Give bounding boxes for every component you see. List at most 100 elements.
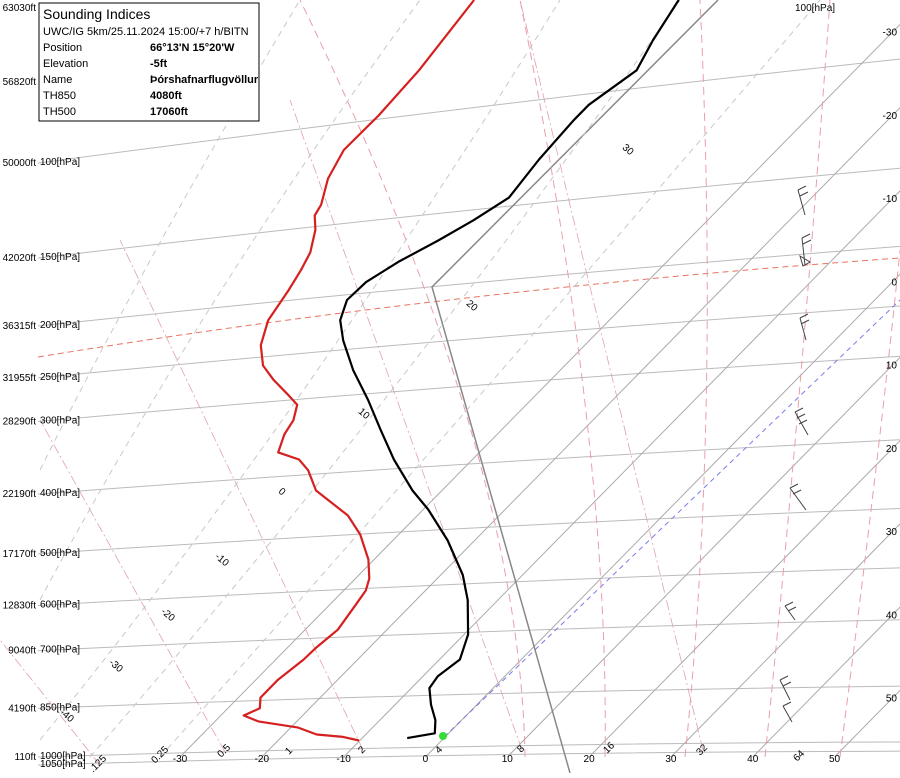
x-tick-label: -10 [883, 194, 898, 205]
isobar [37, 167, 900, 259]
info-value: 66°13'N 15°20'W [150, 42, 235, 54]
isobar-label: 300[hPa] [40, 416, 80, 427]
adiabat-label: 0 [276, 486, 288, 498]
x-tick-label: -20 [883, 111, 898, 122]
x-tick-label: 40 [747, 754, 759, 765]
isobar-label: 150[hPa] [40, 252, 80, 263]
grid [37, 23, 900, 766]
isobar-label: 100[hPa] [40, 157, 80, 168]
isobar-label: 1050[hPa] [40, 759, 86, 770]
y-tick-label: 28290ft [3, 417, 37, 428]
info-label: TH500 [43, 106, 76, 118]
y-tick-label: 4190ft [8, 703, 36, 714]
info-subtitle: UWC/IG 5km/25.11.2024 15:00/+7 h/BITN [43, 26, 249, 38]
info-label: Elevation [43, 58, 88, 70]
x-tick-label: 30 [886, 527, 898, 538]
isobar-label: 200[hPa] [40, 320, 80, 331]
x-tick-label: 20 [584, 754, 596, 765]
info-box: Sounding Indices UWC/IG 5km/25.11.2024 1… [38, 2, 260, 122]
isobar [37, 507, 900, 555]
x-tick-label: -10 [336, 754, 351, 765]
mixing-ratio-label: 2 [356, 744, 368, 756]
x-tick-label: 10 [502, 754, 514, 765]
profile-line [339, 0, 680, 740]
surface-point [439, 732, 447, 740]
reference-line [443, 299, 900, 738]
y-tick-label: 12830ft [3, 601, 37, 612]
isotherm [506, 356, 900, 758]
mixing-ratio-label: 0.5 [215, 742, 233, 760]
x-tick-label: 20 [886, 444, 898, 455]
info-value: 17060ft [150, 106, 188, 118]
info-label: Position [43, 42, 82, 54]
curves [242, 0, 680, 742]
isobar-label: 600[hPa] [40, 600, 80, 611]
isobar-label: 1000[hPa] [40, 751, 86, 762]
info-frame [38, 2, 260, 122]
x-tick-label: 40 [886, 610, 898, 621]
x-tick-label: 0 [891, 277, 897, 288]
adiabat-label: 20 [464, 298, 480, 314]
isobar-label: 100[hPa] [795, 3, 835, 14]
y-tick-label: 56820ft [3, 77, 37, 88]
isotherm [425, 273, 900, 758]
adiabat-label: -10 [213, 551, 231, 569]
info-title: Sounding Indices [43, 6, 150, 22]
x-tick-label: 10 [886, 361, 898, 372]
info-label: Name [43, 74, 72, 86]
isotherm [670, 523, 900, 758]
adiabat-label: 30 [620, 142, 636, 158]
isotherm [588, 440, 900, 758]
x-tick-label: 50 [886, 694, 898, 705]
x-tick-label: 50 [829, 754, 841, 765]
mixing-ratio-label: 32 [694, 742, 710, 758]
moist-adiabats [299, 0, 900, 758]
y-tick-label: 42020ft [3, 253, 37, 264]
isobar [37, 439, 900, 495]
isobar [37, 750, 900, 766]
isotherm [261, 107, 900, 758]
reference-line [431, 0, 719, 774]
x-tick-label: -30 [173, 754, 188, 765]
isotherm [752, 606, 900, 758]
adiabat-label: 10 [356, 406, 372, 422]
y-tick-label: 63030ft [3, 3, 37, 14]
mixing-ratio-label: 4 [433, 744, 445, 756]
isobar [37, 58, 900, 164]
x-tick-label: 30 [665, 754, 677, 765]
y-tick-label: 50000ft [3, 158, 37, 169]
y-tick-label: 22190ft [3, 489, 37, 500]
y-tick-label: 9040ft [8, 646, 36, 657]
x-tick-label: -30 [883, 28, 898, 39]
mixing-lines [0, 0, 704, 766]
isobar-label: 400[hPa] [40, 488, 80, 499]
info-label: TH850 [43, 90, 76, 102]
y-tick-label: 31955ft [3, 373, 37, 384]
adiabat-label: -20 [159, 606, 177, 624]
y-tick-label: 17170ft [3, 549, 37, 560]
mixing-ratio-label: 8 [515, 743, 527, 755]
adiabat-label: -30 [107, 657, 125, 675]
x-tick-label: -20 [255, 754, 270, 765]
isobar [37, 355, 900, 423]
mixing-ratio-label: 64 [791, 748, 807, 764]
y-tick-label: 36315ft [3, 321, 37, 332]
info-value: -5ft [150, 58, 167, 70]
isobar-label: 250[hPa] [40, 372, 80, 383]
info-value: 4080ft [150, 90, 182, 102]
info-value: Þórshafnarflugvöllur [150, 74, 259, 86]
wind-barbs [779, 185, 812, 723]
y-tick-label: 110ft [15, 752, 37, 763]
isobar-label: 700[hPa] [40, 645, 80, 656]
isobar [37, 245, 900, 327]
isobar [37, 567, 900, 607]
dry-adiabats [39, 0, 821, 758]
isobar-label: 500[hPa] [40, 548, 80, 559]
isobar [37, 685, 900, 709]
tropopause-line [37, 257, 900, 358]
isobar [37, 305, 900, 379]
isobar [37, 619, 900, 652]
mixing-ratio-label: 1 [283, 745, 295, 757]
